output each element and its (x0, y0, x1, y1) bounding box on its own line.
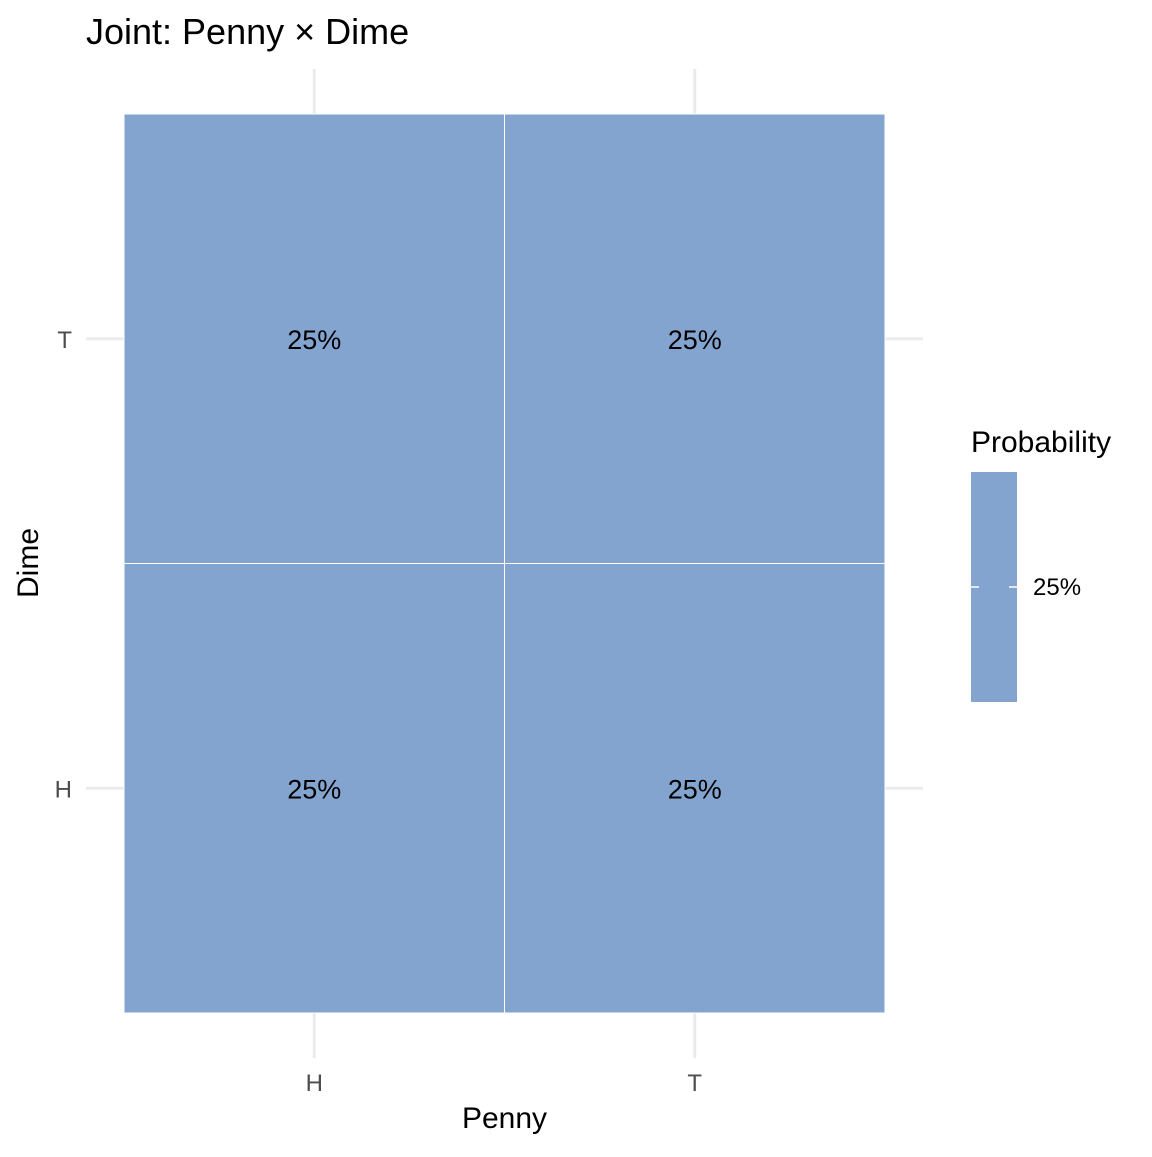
legend-title: Probability (971, 426, 1111, 459)
x-tick-label-h: H (306, 1070, 323, 1097)
y-tick-label-h: H (55, 776, 72, 803)
legend: Probability 25% (971, 426, 1111, 702)
cell-labels: 25% 25% 25% 25% (287, 325, 722, 805)
cell-t-t (504, 113, 886, 564)
cell-label-h-t: 25% (287, 325, 341, 355)
legend-colorbar: 25% (971, 472, 1081, 702)
chart-title: Joint: Penny × Dime (86, 11, 409, 52)
cell-label-t-h: 25% (668, 774, 722, 804)
heatmap-cells (123, 113, 886, 1014)
x-axis-title: Penny (462, 1102, 547, 1135)
y-tick-label-t: T (57, 327, 72, 354)
cell-label-t-t: 25% (668, 325, 722, 355)
cell-t-h (504, 563, 886, 1014)
x-tick-label-t: T (687, 1070, 702, 1097)
cell-h-h (123, 563, 505, 1014)
legend-tick-label-0: 25% (1033, 574, 1081, 601)
y-axis-title: Dime (12, 528, 45, 598)
y-axis-ticks: HT (55, 327, 73, 804)
cell-label-h-h: 25% (287, 774, 341, 804)
cell-h-t (123, 113, 505, 564)
